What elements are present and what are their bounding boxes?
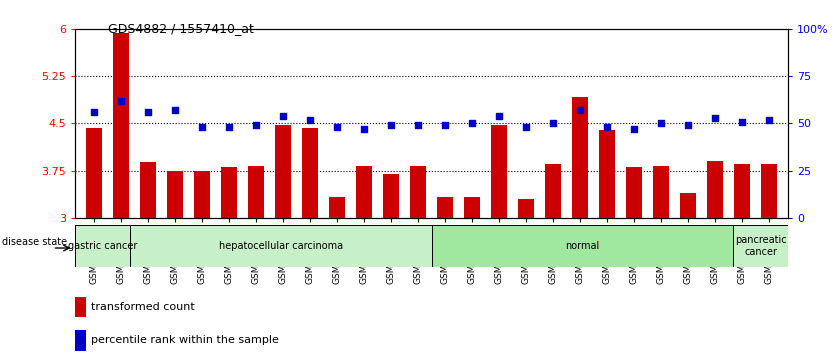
Point [465, 121, 479, 126]
Bar [302, 129, 318, 218]
Point [546, 121, 560, 126]
Text: pancreatic
cancer: pancreatic cancer [735, 235, 786, 257]
Point [358, 126, 371, 132]
Point [681, 122, 695, 128]
Point [195, 124, 208, 130]
Bar [113, 33, 129, 218]
Text: GDS4882 / 1557410_at: GDS4882 / 1557410_at [108, 22, 254, 35]
Bar [275, 125, 291, 218]
Bar [653, 166, 669, 218]
Point [114, 98, 128, 104]
Point [627, 126, 641, 132]
Point [330, 124, 344, 130]
Bar [86, 129, 102, 218]
Point [520, 124, 533, 130]
Bar [167, 171, 183, 218]
Bar [410, 166, 426, 218]
Point [141, 109, 154, 115]
Point [276, 113, 289, 119]
Point [600, 124, 614, 130]
Bar [626, 167, 642, 218]
Bar [761, 164, 777, 218]
Bar [75, 225, 130, 267]
Point [168, 107, 182, 113]
Point [574, 107, 587, 113]
Bar [572, 97, 588, 218]
Point [736, 119, 749, 125]
Bar [130, 225, 432, 267]
Bar [734, 164, 751, 218]
Text: normal: normal [565, 241, 600, 251]
Point [223, 124, 236, 130]
Text: gastric cancer: gastric cancer [68, 241, 137, 251]
Bar [356, 166, 372, 218]
Bar [707, 161, 723, 218]
Point [709, 115, 722, 121]
Text: hepatocellular carcinoma: hepatocellular carcinoma [219, 241, 343, 251]
Point [439, 122, 452, 128]
Bar [75, 330, 86, 351]
Bar [75, 297, 86, 317]
Bar [329, 197, 345, 218]
Point [88, 109, 101, 115]
Bar [193, 171, 210, 218]
Text: disease state: disease state [2, 237, 67, 247]
Point [249, 122, 263, 128]
Point [762, 117, 776, 123]
Bar [248, 166, 264, 218]
Bar [140, 162, 156, 218]
Bar [545, 164, 561, 218]
Bar [432, 225, 733, 267]
Bar [491, 125, 507, 218]
Bar [518, 199, 535, 218]
Point [492, 113, 505, 119]
Point [384, 122, 398, 128]
Bar [383, 174, 399, 218]
Bar [733, 225, 788, 267]
Bar [437, 197, 453, 218]
Bar [680, 193, 696, 218]
Point [411, 122, 425, 128]
Bar [221, 167, 237, 218]
Point [304, 117, 317, 123]
Point [655, 121, 668, 126]
Text: transformed count: transformed count [91, 302, 195, 312]
Text: percentile rank within the sample: percentile rank within the sample [91, 335, 279, 346]
Bar [599, 130, 615, 218]
Bar [464, 197, 480, 218]
